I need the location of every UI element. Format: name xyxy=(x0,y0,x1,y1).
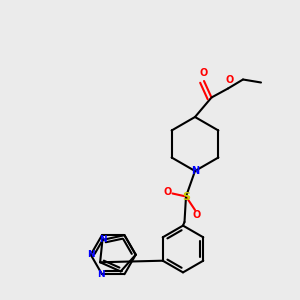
Text: O: O xyxy=(192,209,201,220)
Text: O: O xyxy=(164,187,172,197)
Text: N: N xyxy=(97,270,104,279)
Text: S: S xyxy=(182,191,190,202)
Text: O: O xyxy=(200,68,208,78)
Text: N: N xyxy=(87,250,94,259)
Text: N: N xyxy=(191,166,199,176)
Text: N: N xyxy=(99,236,106,244)
Text: O: O xyxy=(225,76,234,85)
